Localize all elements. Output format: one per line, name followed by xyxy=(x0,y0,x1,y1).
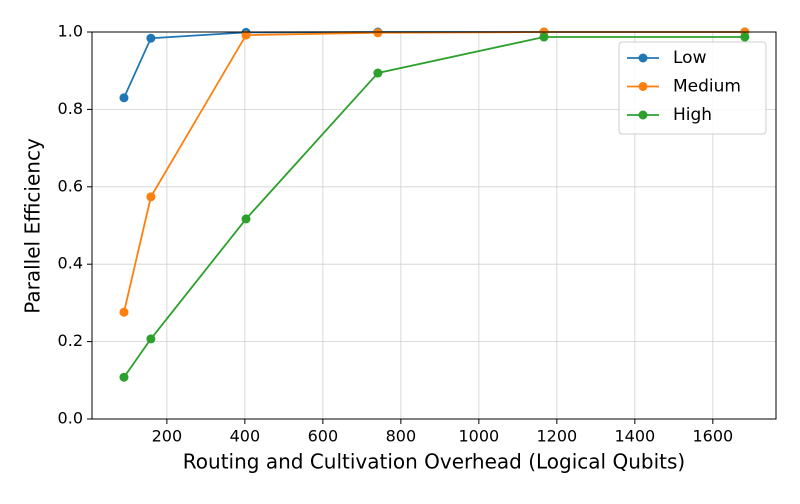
data-point xyxy=(373,28,383,38)
x-tick-label: 1200 xyxy=(536,427,577,446)
data-point xyxy=(119,372,129,382)
y-tick-label: 0.8 xyxy=(58,99,83,118)
series-line xyxy=(123,36,745,378)
x-axis-label: Routing and Cultivation Overhead (Logica… xyxy=(183,450,685,474)
x-tick-label: 400 xyxy=(230,427,261,446)
y-tick-label: 0.2 xyxy=(58,331,83,350)
legend-label: High xyxy=(673,105,712,125)
x-tick-label: 1000 xyxy=(458,427,499,446)
x-tick-label: 1600 xyxy=(692,427,733,446)
data-point xyxy=(539,32,549,42)
plot-frame xyxy=(91,31,777,420)
data-point xyxy=(241,30,251,40)
legend-box xyxy=(618,41,767,135)
y-axis-label: Parallel Efficiency xyxy=(21,138,45,314)
legend-label: Low xyxy=(673,48,707,68)
x-tick-label: 1400 xyxy=(614,427,655,446)
y-tick-label: 1.0 xyxy=(58,22,83,41)
data-point xyxy=(740,32,750,42)
data-point xyxy=(241,214,251,224)
y-tick-label: 0.4 xyxy=(58,254,83,273)
data-point xyxy=(119,93,129,103)
legend-marker xyxy=(638,53,648,63)
legend-label: Medium xyxy=(673,77,741,97)
legend-marker xyxy=(638,82,648,91)
data-point xyxy=(146,192,156,202)
x-tick-label: 800 xyxy=(386,427,417,446)
data-point xyxy=(373,68,383,78)
data-point xyxy=(146,33,156,43)
y-tick-label: 0.0 xyxy=(58,409,83,428)
data-point xyxy=(146,334,156,344)
legend-marker xyxy=(638,110,648,120)
y-tick-label: 0.6 xyxy=(58,176,83,195)
data-point xyxy=(119,307,129,317)
x-tick-label: 200 xyxy=(152,427,183,446)
x-tick-label: 600 xyxy=(308,427,339,446)
